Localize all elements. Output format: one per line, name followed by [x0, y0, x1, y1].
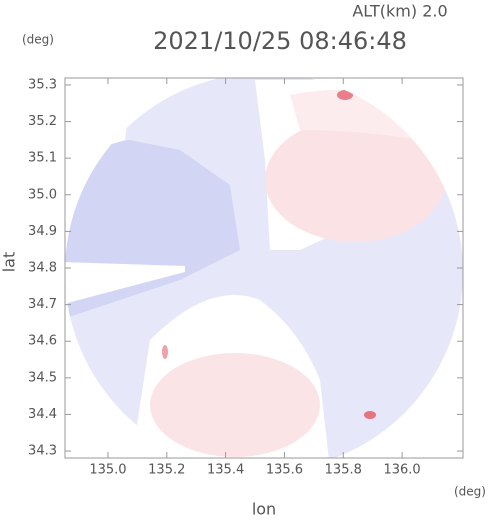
x-tick-label: 135.0 — [89, 463, 126, 478]
y-tick-label: 34.3 — [28, 444, 57, 459]
y-tick-label: 35.1 — [28, 151, 57, 166]
y-tick-label: 34.4 — [28, 407, 57, 422]
altitude: ALT(km) 2.0 — [352, 2, 447, 21]
y-unit: (deg) — [22, 33, 54, 47]
chart-title: 2021/10/25 08:46:48 — [153, 27, 407, 55]
y-tick-label: 34.9 — [28, 224, 57, 239]
x-unit: (deg) — [454, 485, 486, 499]
x-axis-label: lon — [252, 500, 276, 519]
x-tick-label: 135.8 — [325, 463, 362, 478]
y-axis-label: lat — [0, 252, 19, 273]
radar-field — [65, 78, 463, 458]
y-tick-label: 35.2 — [28, 114, 57, 129]
y-tick-label: 34.5 — [28, 370, 57, 385]
x-tick-label: 135.4 — [207, 463, 244, 478]
y-tick-label: 34.6 — [28, 334, 57, 349]
y-tick-label: 34.8 — [28, 261, 57, 276]
y-tick-label: 34.7 — [28, 297, 57, 312]
y-tick-label: 35.3 — [28, 77, 57, 92]
y-tick-label: 35.0 — [28, 187, 57, 202]
x-tick-label: 135.2 — [148, 463, 185, 478]
x-tick-label: 136.0 — [383, 463, 420, 478]
x-tick-label: 135.6 — [266, 463, 303, 478]
